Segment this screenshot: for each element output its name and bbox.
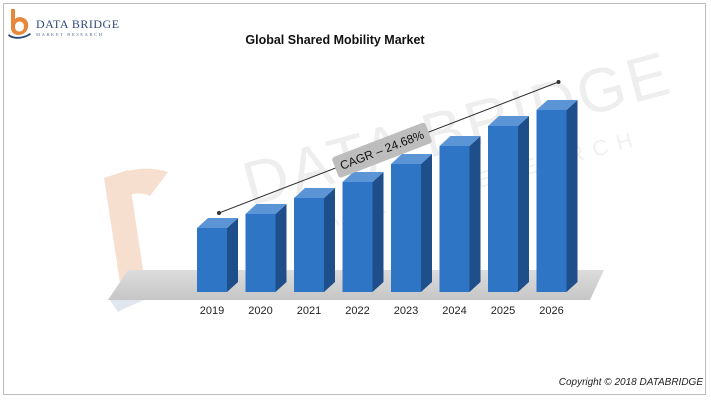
bar-front: [391, 164, 421, 292]
bar-top: [391, 154, 432, 164]
bar-2024: [439, 136, 481, 292]
copyright-text: Copyright © 2018 DATABRIDGE: [558, 377, 703, 388]
bar-front: [439, 146, 470, 292]
bar-top: [536, 100, 578, 110]
bar-top: [439, 136, 481, 146]
x-tick-label: 2023: [394, 305, 418, 317]
bar-2020: [245, 204, 287, 292]
x-tick-label: 2026: [539, 305, 563, 317]
bar-series: [197, 100, 578, 292]
data-bridge-logo-icon: [8, 9, 31, 39]
cagr-start-dot: [217, 211, 221, 215]
bar-2025: [488, 116, 529, 292]
x-tick-label: 2022: [345, 305, 369, 317]
bar-side: [469, 136, 481, 292]
bar-2021: [294, 188, 335, 292]
chart-frame: [3, 3, 706, 395]
x-tick-label: 2021: [297, 305, 321, 317]
logo-title: DATA BRIDGE: [36, 17, 120, 31]
bar-2022: [342, 172, 384, 292]
bar-side: [421, 154, 432, 292]
bar-front: [245, 214, 276, 292]
bar-side: [518, 116, 529, 292]
cagr-label-box: [332, 122, 432, 178]
bar-front: [488, 126, 518, 292]
bar-front: [342, 182, 373, 292]
bar-top: [342, 172, 384, 182]
bar-top: [245, 204, 287, 214]
logo-tagline: MARKET RESEARCH: [36, 32, 104, 37]
x-tick-label: 2020: [248, 305, 272, 317]
bar-top: [197, 218, 238, 228]
bar-2026: [536, 100, 578, 292]
bar-front: [197, 228, 227, 292]
bar-front: [536, 110, 567, 292]
bar-side: [372, 172, 384, 292]
x-tick-label: 2019: [200, 305, 224, 317]
bar-side: [324, 188, 335, 292]
x-tick-label: 2025: [491, 305, 515, 317]
bar-2023: [391, 154, 432, 292]
chart-title: Global Shared Mobility Market: [245, 33, 425, 47]
data-bridge-logo: DATA BRIDGE MARKET RESEARCH: [7, 7, 127, 41]
bar-front: [294, 198, 324, 292]
bar-side: [275, 204, 287, 292]
bar-top: [294, 188, 335, 198]
x-axis-labels: 2019 2020 2021 2022 2023 2024 2025 2026: [200, 305, 564, 317]
bar-side: [566, 100, 578, 292]
bar-2019: [197, 218, 238, 292]
x-tick-label: 2024: [442, 305, 466, 317]
cagr-end-dot: [556, 80, 561, 84]
bar-side: [227, 218, 238, 292]
bar-top: [488, 116, 529, 126]
